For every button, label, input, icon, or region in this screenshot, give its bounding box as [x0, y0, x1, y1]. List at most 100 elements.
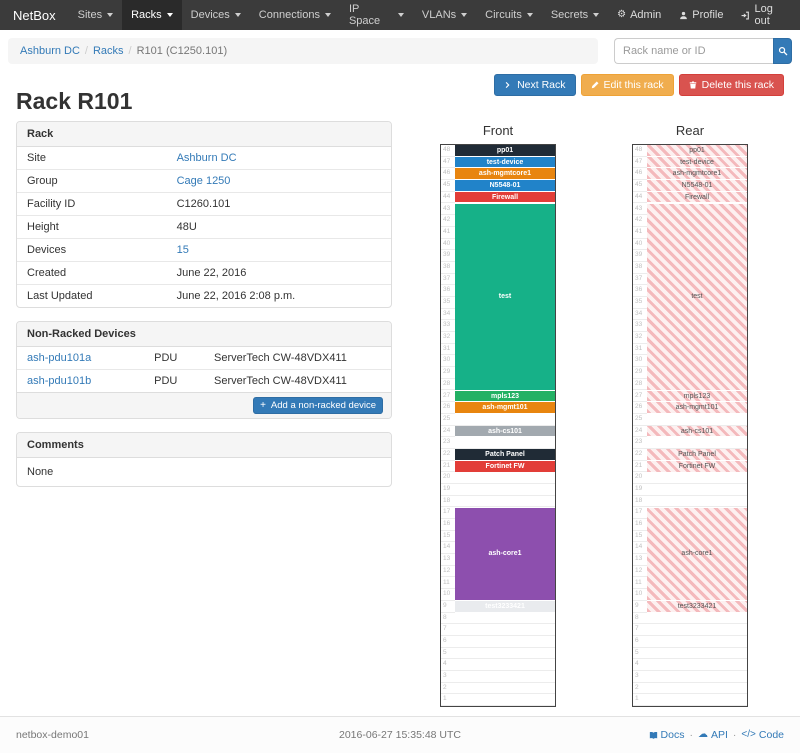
rack-unit-row: 7 [441, 624, 555, 636]
nav-item-circuits[interactable]: Circuits [476, 0, 542, 30]
non-racked-type-cell: ServerTech CW-48VDX411 [213, 352, 347, 364]
nav-item-racks[interactable]: Racks [122, 0, 182, 30]
nav-item-label: Log out [754, 3, 773, 27]
rack-device-rear-pp01[interactable]: pp01 [647, 145, 747, 157]
rack-unit-number: 7 [635, 625, 639, 633]
rack-unit-number: 18 [635, 496, 643, 504]
nav-item-devices[interactable]: Devices [182, 0, 250, 30]
add-non-racked-button[interactable]: + Add a non-racked device [253, 397, 383, 414]
rack-device-rear-n5548-01[interactable]: N5548-01 [647, 180, 747, 192]
nav-item-secrets[interactable]: Secrets [542, 0, 608, 30]
device-name: test3233421 [485, 603, 525, 611]
rack-panel-title: Rack [17, 122, 391, 147]
rack-attr-row: Devices 15 [17, 238, 391, 262]
app-brand[interactable]: NetBox [13, 7, 56, 23]
edit-rack-label: Edit this rack [603, 79, 664, 91]
breadcrumb-separator: / [128, 45, 132, 57]
rack-device-rear-test3233421[interactable]: test3233421 [647, 601, 747, 613]
rack-device-rear-ash-mgmt101[interactable]: ash-mgmt101 [647, 402, 747, 415]
non-racked-device-link[interactable]: ash-pdu101a [27, 352, 92, 364]
search-button[interactable] [773, 38, 792, 64]
rack-device-front-ash-mgmt101[interactable]: ash-mgmt101 [455, 402, 555, 415]
rack-device-front-patch-panel[interactable]: Patch Panel [455, 449, 555, 461]
rack-unit-number: 17 [443, 508, 451, 516]
breadcrumb-item[interactable]: Ashburn DC [20, 45, 80, 57]
rack-device-front-test-device[interactable]: test-device [455, 156, 555, 169]
non-racked-row: ash-pdu101b PDU ServerTech CW-48VDX411 [17, 369, 391, 392]
rack-unit-number: 7 [443, 625, 447, 633]
rack-unit-number: 25 [443, 414, 451, 422]
delete-rack-button[interactable]: Delete this rack [678, 74, 784, 96]
rack-unit-number: 38 [635, 262, 643, 270]
rack-device-rear-test[interactable]: test [647, 203, 747, 391]
rack-device-rear-fortinet-fw[interactable]: Fortinet FW [647, 460, 747, 473]
device-name: ash-mgmt101 [482, 404, 528, 412]
rack-unit-number: 27 [635, 391, 643, 399]
device-name: Patch Panel [485, 451, 525, 459]
rack-attr-link[interactable]: Cage 1250 [176, 175, 231, 187]
rack-unit-cell [455, 659, 555, 670]
footer-link-api[interactable]: ☁ API [698, 729, 728, 741]
rack-unit-row: 1 [441, 694, 555, 706]
rack-unit-number: 42 [443, 216, 451, 224]
non-racked-device-link[interactable]: ash-pdu101b [27, 375, 92, 387]
rack-unit-row: 4 [441, 659, 555, 671]
rack-unit-number: 46 [635, 169, 643, 177]
nav-right-items: ⚙ Admin Profile Log out [608, 0, 800, 30]
rack-device-front-firewall[interactable]: Firewall [455, 191, 555, 204]
search-input[interactable] [614, 38, 773, 64]
breadcrumb-item[interactable]: Racks [92, 45, 124, 57]
next-rack-button[interactable]: Next Rack [494, 74, 576, 96]
edit-rack-button[interactable]: Edit this rack [580, 74, 674, 96]
rack-unit-number: 29 [635, 368, 643, 376]
rack-unit-number: 5 [443, 648, 447, 656]
rack-unit-cell [647, 437, 747, 448]
nav-item-profile[interactable]: Profile [670, 0, 732, 30]
rack-unit-cell [647, 648, 747, 659]
rack-device-front-ash-mgmtcore1[interactable]: ash-mgmtcore1 [455, 168, 555, 181]
rack-attr-row: Facility ID C1260.101 [17, 192, 391, 216]
device-name: Fortinet FW [678, 462, 716, 470]
rack-unit-cell [455, 613, 555, 624]
rack-attr-row: Last Updated June 22, 2016 2:08 p.m. [17, 284, 391, 307]
nav-item-admin[interactable]: ⚙ Admin [608, 0, 670, 30]
logout-icon [741, 11, 750, 20]
rack-unit-number: 16 [443, 520, 451, 528]
nav-item-ip-space[interactable]: IP Space [340, 0, 413, 30]
rack-device-front-pp01[interactable]: pp01 [455, 145, 555, 157]
rack-device-rear-ash-mgmtcore1[interactable]: ash-mgmtcore1 [647, 168, 747, 181]
nav-item-connections[interactable]: Connections [250, 0, 340, 30]
rack-device-rear-ash-core1[interactable]: ash-core1 [647, 507, 747, 602]
footer-link-docs[interactable]: Docs [649, 729, 684, 741]
nav-item-log-out[interactable]: Log out [732, 0, 800, 30]
rack-unit-number: 44 [443, 192, 451, 200]
rack-device-front-ash-core1[interactable]: ash-core1 [455, 507, 555, 602]
rack-device-rear-test-device[interactable]: test-device [647, 156, 747, 169]
rack-device-front-test3233421[interactable]: test3233421 [455, 601, 555, 613]
rack-unit-number: 41 [635, 227, 643, 235]
rack-device-front-test[interactable]: test [455, 203, 555, 391]
rack-unit-row: 5 [633, 648, 747, 660]
device-name: test [498, 293, 512, 301]
rack-device-front-n5548-01[interactable]: N5548-01 [455, 180, 555, 192]
nav-item-vlans[interactable]: VLANs [413, 0, 476, 30]
rack-elevation-front: 48 47 46 45 44 43 42 41 40 39 38 37 36 35 34 33 32 31 30 29… [440, 144, 556, 707]
rack-device-rear-firewall[interactable]: Firewall [647, 191, 747, 204]
rack-device-front-fortinet-fw[interactable]: Fortinet FW [455, 460, 555, 473]
device-name: mpls123 [490, 392, 520, 400]
trash-icon [689, 81, 697, 89]
nav-item-sites[interactable]: Sites [69, 0, 122, 30]
rack-device-front-mpls123[interactable]: mpls123 [455, 390, 555, 403]
rack-device-front-ash-cs101[interactable]: ash-cs101 [455, 425, 555, 438]
rack-device-rear-mpls123[interactable]: mpls123 [647, 390, 747, 403]
rack-attr-link[interactable]: Ashburn DC [176, 152, 237, 164]
nav-item-label: IP Space [348, 3, 381, 27]
footer-link-code[interactable]: </> Code [741, 729, 784, 741]
rack-search [614, 38, 792, 64]
rack-attr-link[interactable]: 15 [176, 244, 189, 256]
rack-device-rear-ash-cs101[interactable]: ash-cs101 [647, 425, 747, 438]
comments-panel: Comments None [16, 432, 392, 487]
rack-device-rear-patch-panel[interactable]: Patch Panel [647, 449, 747, 461]
rack-unit-number: 36 [443, 286, 451, 294]
rack-attr-value: June 22, 2016 2:08 p.m. [166, 284, 391, 307]
